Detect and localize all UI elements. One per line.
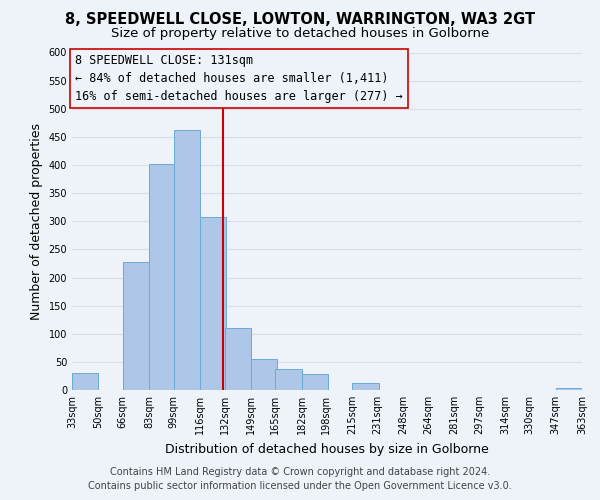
- Bar: [275, 369, 302, 390]
- Text: Contains HM Land Registry data © Crown copyright and database right 2024.
Contai: Contains HM Land Registry data © Crown c…: [88, 467, 512, 491]
- Text: 8, SPEEDWELL CLOSE, LOWTON, WARRINGTON, WA3 2GT: 8, SPEEDWELL CLOSE, LOWTON, WARRINGTON, …: [65, 12, 535, 28]
- Y-axis label: Number of detached properties: Number of detached properties: [30, 122, 43, 320]
- Bar: [149, 164, 175, 390]
- Bar: [352, 382, 379, 390]
- X-axis label: Distribution of detached houses by size in Golborne: Distribution of detached houses by size …: [165, 442, 489, 456]
- Bar: [556, 388, 582, 390]
- Bar: [72, 373, 98, 390]
- Text: 8 SPEEDWELL CLOSE: 131sqm
← 84% of detached houses are smaller (1,411)
16% of se: 8 SPEEDWELL CLOSE: 131sqm ← 84% of detac…: [75, 54, 403, 103]
- Bar: [251, 359, 277, 390]
- Bar: [173, 130, 200, 390]
- Bar: [123, 262, 149, 390]
- Text: Size of property relative to detached houses in Golborne: Size of property relative to detached ho…: [111, 28, 489, 40]
- Bar: [200, 217, 226, 390]
- Bar: [224, 328, 251, 390]
- Bar: [302, 374, 328, 390]
